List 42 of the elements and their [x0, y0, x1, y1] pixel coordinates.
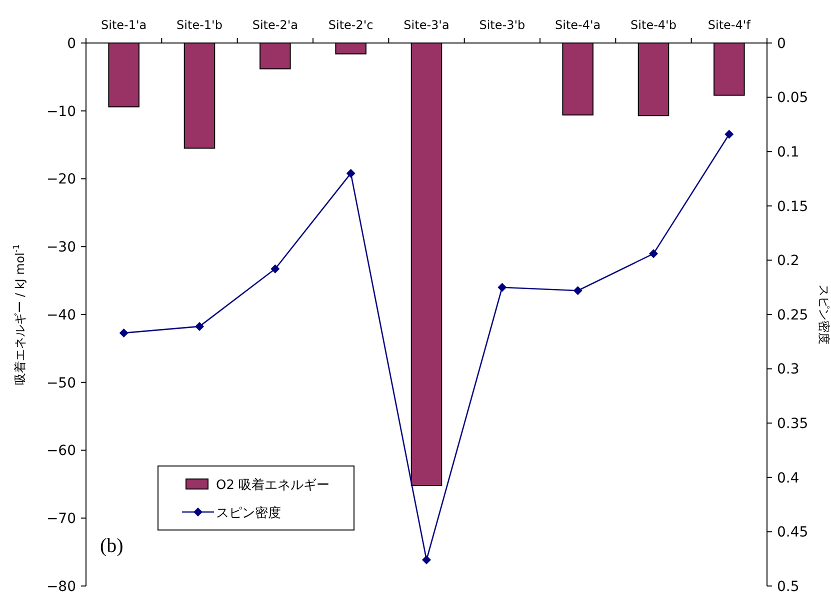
point: [649, 249, 658, 258]
y2-tick-label: 0.25: [777, 307, 808, 324]
point: [270, 264, 280, 274]
x-tick-label: Site-3'a: [404, 18, 450, 32]
y-tick-label: −30: [46, 240, 76, 256]
x-tick-label: Site-4'a: [555, 18, 601, 32]
x-tick-label: Site-1'a: [101, 18, 147, 32]
y2-tick-label: 0.5: [777, 578, 800, 595]
y2-tick-label: 0.45: [777, 524, 808, 541]
y-tick-label: −10: [46, 104, 76, 120]
x-tick-label: Site-3'b: [479, 18, 526, 32]
point: [195, 322, 204, 331]
point: [724, 130, 734, 139]
point: [119, 328, 128, 338]
y2-tick-label: 0.35: [777, 416, 808, 432]
y2-axis-title: スピン密度: [817, 284, 831, 344]
point: [422, 555, 431, 564]
point: [573, 286, 582, 296]
y-tick-label: −40: [46, 307, 76, 324]
annotation: (b): [100, 535, 124, 557]
y2-tick-label: 0.4: [777, 470, 800, 486]
point: [346, 168, 356, 178]
legend-label: O2 吸着エネルギー: [216, 477, 330, 493]
y-tick-label: −50: [46, 375, 76, 392]
point: [498, 282, 507, 292]
legend-label: スピン密度: [216, 505, 281, 521]
y2-tick-label: 0.05: [777, 90, 808, 106]
y-tick-label: −20: [46, 172, 76, 188]
y2-tick-label: 0.1: [777, 144, 800, 160]
x-tick-label: Site-4'b: [630, 18, 676, 32]
y-tick-label: −70: [46, 511, 76, 528]
y2-tick-label: 0.15: [777, 198, 808, 215]
x-tick-label: Site-2'a: [252, 18, 298, 32]
y2-tick-label: 0.3: [777, 362, 800, 378]
y-tick-label: −80: [46, 578, 76, 595]
y-tick-label: −60: [46, 443, 76, 460]
y2-tick-label: 0.2: [777, 253, 800, 270]
x-tick-label: Site-4'f: [708, 18, 752, 32]
y-tick-label: 0: [67, 36, 76, 52]
y2-tick-label: 0: [777, 36, 786, 52]
x-tick-label: Site-2'c: [328, 18, 374, 32]
x-tick-label: Site-1'b: [176, 18, 222, 32]
